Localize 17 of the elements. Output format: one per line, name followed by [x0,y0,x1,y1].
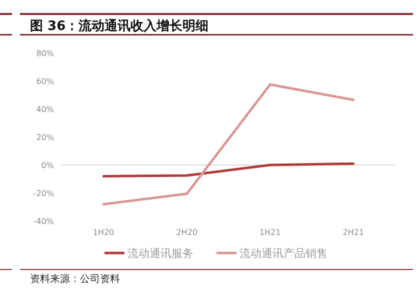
x-tick-label: 2H21 [342,228,364,237]
text: 资料来源：公司资料 [30,273,120,285]
legend-label: 流动通讯产品销售 [240,246,328,260]
y-tick-label: 60% [36,76,54,86]
line-series [102,83,355,206]
y-tick-label: 80% [36,48,54,58]
y-tick-label: 40% [36,104,54,114]
y-tick-label: 20% [36,132,54,142]
x-tick-label: 2H20 [176,228,198,237]
x-tick-label: 1H21 [259,228,281,237]
x-tick-label: 1H20 [92,228,114,237]
y-tick-label: -40% [33,216,54,226]
y-tick-label: 0% [41,160,54,170]
chart-title: 图 36：流动通讯收入增长明细 [30,18,209,34]
legend-label: 流动通讯服务 [128,246,194,260]
y-tick-label: -20% [33,188,54,198]
line-series [102,162,355,178]
